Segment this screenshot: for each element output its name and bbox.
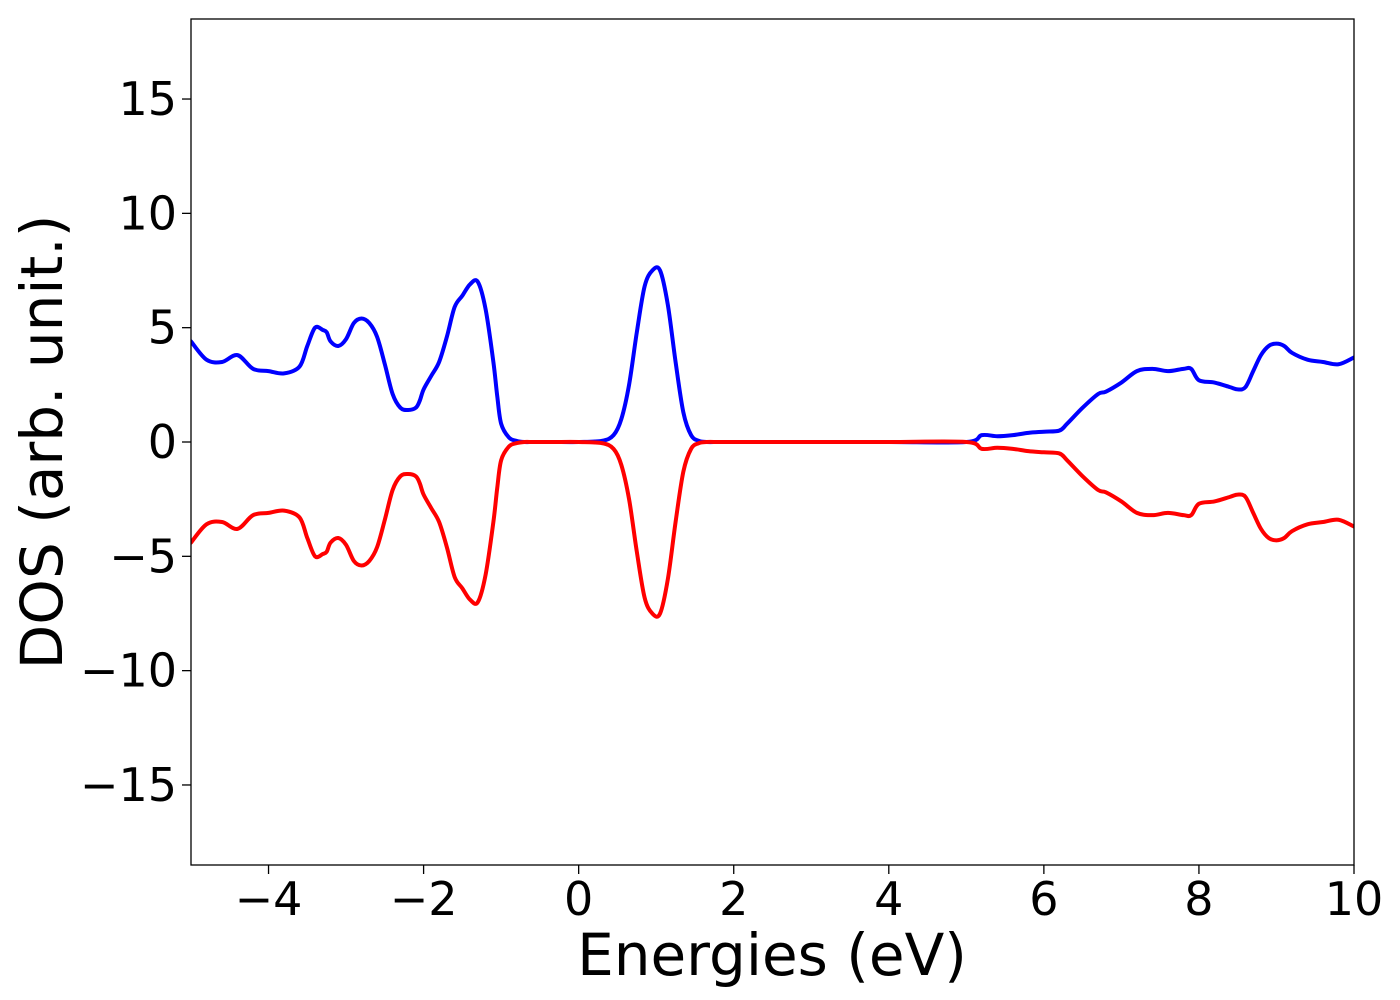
x-tick-label: 10: [1325, 872, 1384, 926]
y-tick-label: 0: [148, 415, 177, 469]
dos-spin-down-line: [191, 439, 1354, 619]
y-tick-label: −15: [80, 758, 177, 812]
y-tick-label: −5: [109, 529, 177, 583]
y-tick-label: 10: [118, 186, 177, 240]
y-tick-label: −10: [80, 644, 177, 698]
y-axis-title: DOS (arb. unit.): [8, 215, 76, 670]
y-tick-label: 5: [148, 301, 177, 355]
x-tick-label: 4: [874, 872, 903, 926]
x-tick-label: −4: [235, 872, 303, 926]
dos-spin-up-line: [191, 265, 1354, 445]
y-axis-ticks: −15 −10 −5 0 5 10 15: [80, 72, 191, 812]
y-tick-label: 15: [118, 72, 177, 126]
x-axis-ticks: −4 −2 0 2 4 6 8 10: [235, 865, 1384, 926]
x-tick-label: 6: [1029, 872, 1058, 926]
x-tick-label: 8: [1184, 872, 1213, 926]
series-layer: [191, 265, 1354, 619]
x-axis-title: Energies (eV): [577, 921, 967, 989]
x-tick-label: −2: [390, 872, 458, 926]
x-tick-label: 2: [719, 872, 748, 926]
x-tick-label: 0: [564, 872, 593, 926]
